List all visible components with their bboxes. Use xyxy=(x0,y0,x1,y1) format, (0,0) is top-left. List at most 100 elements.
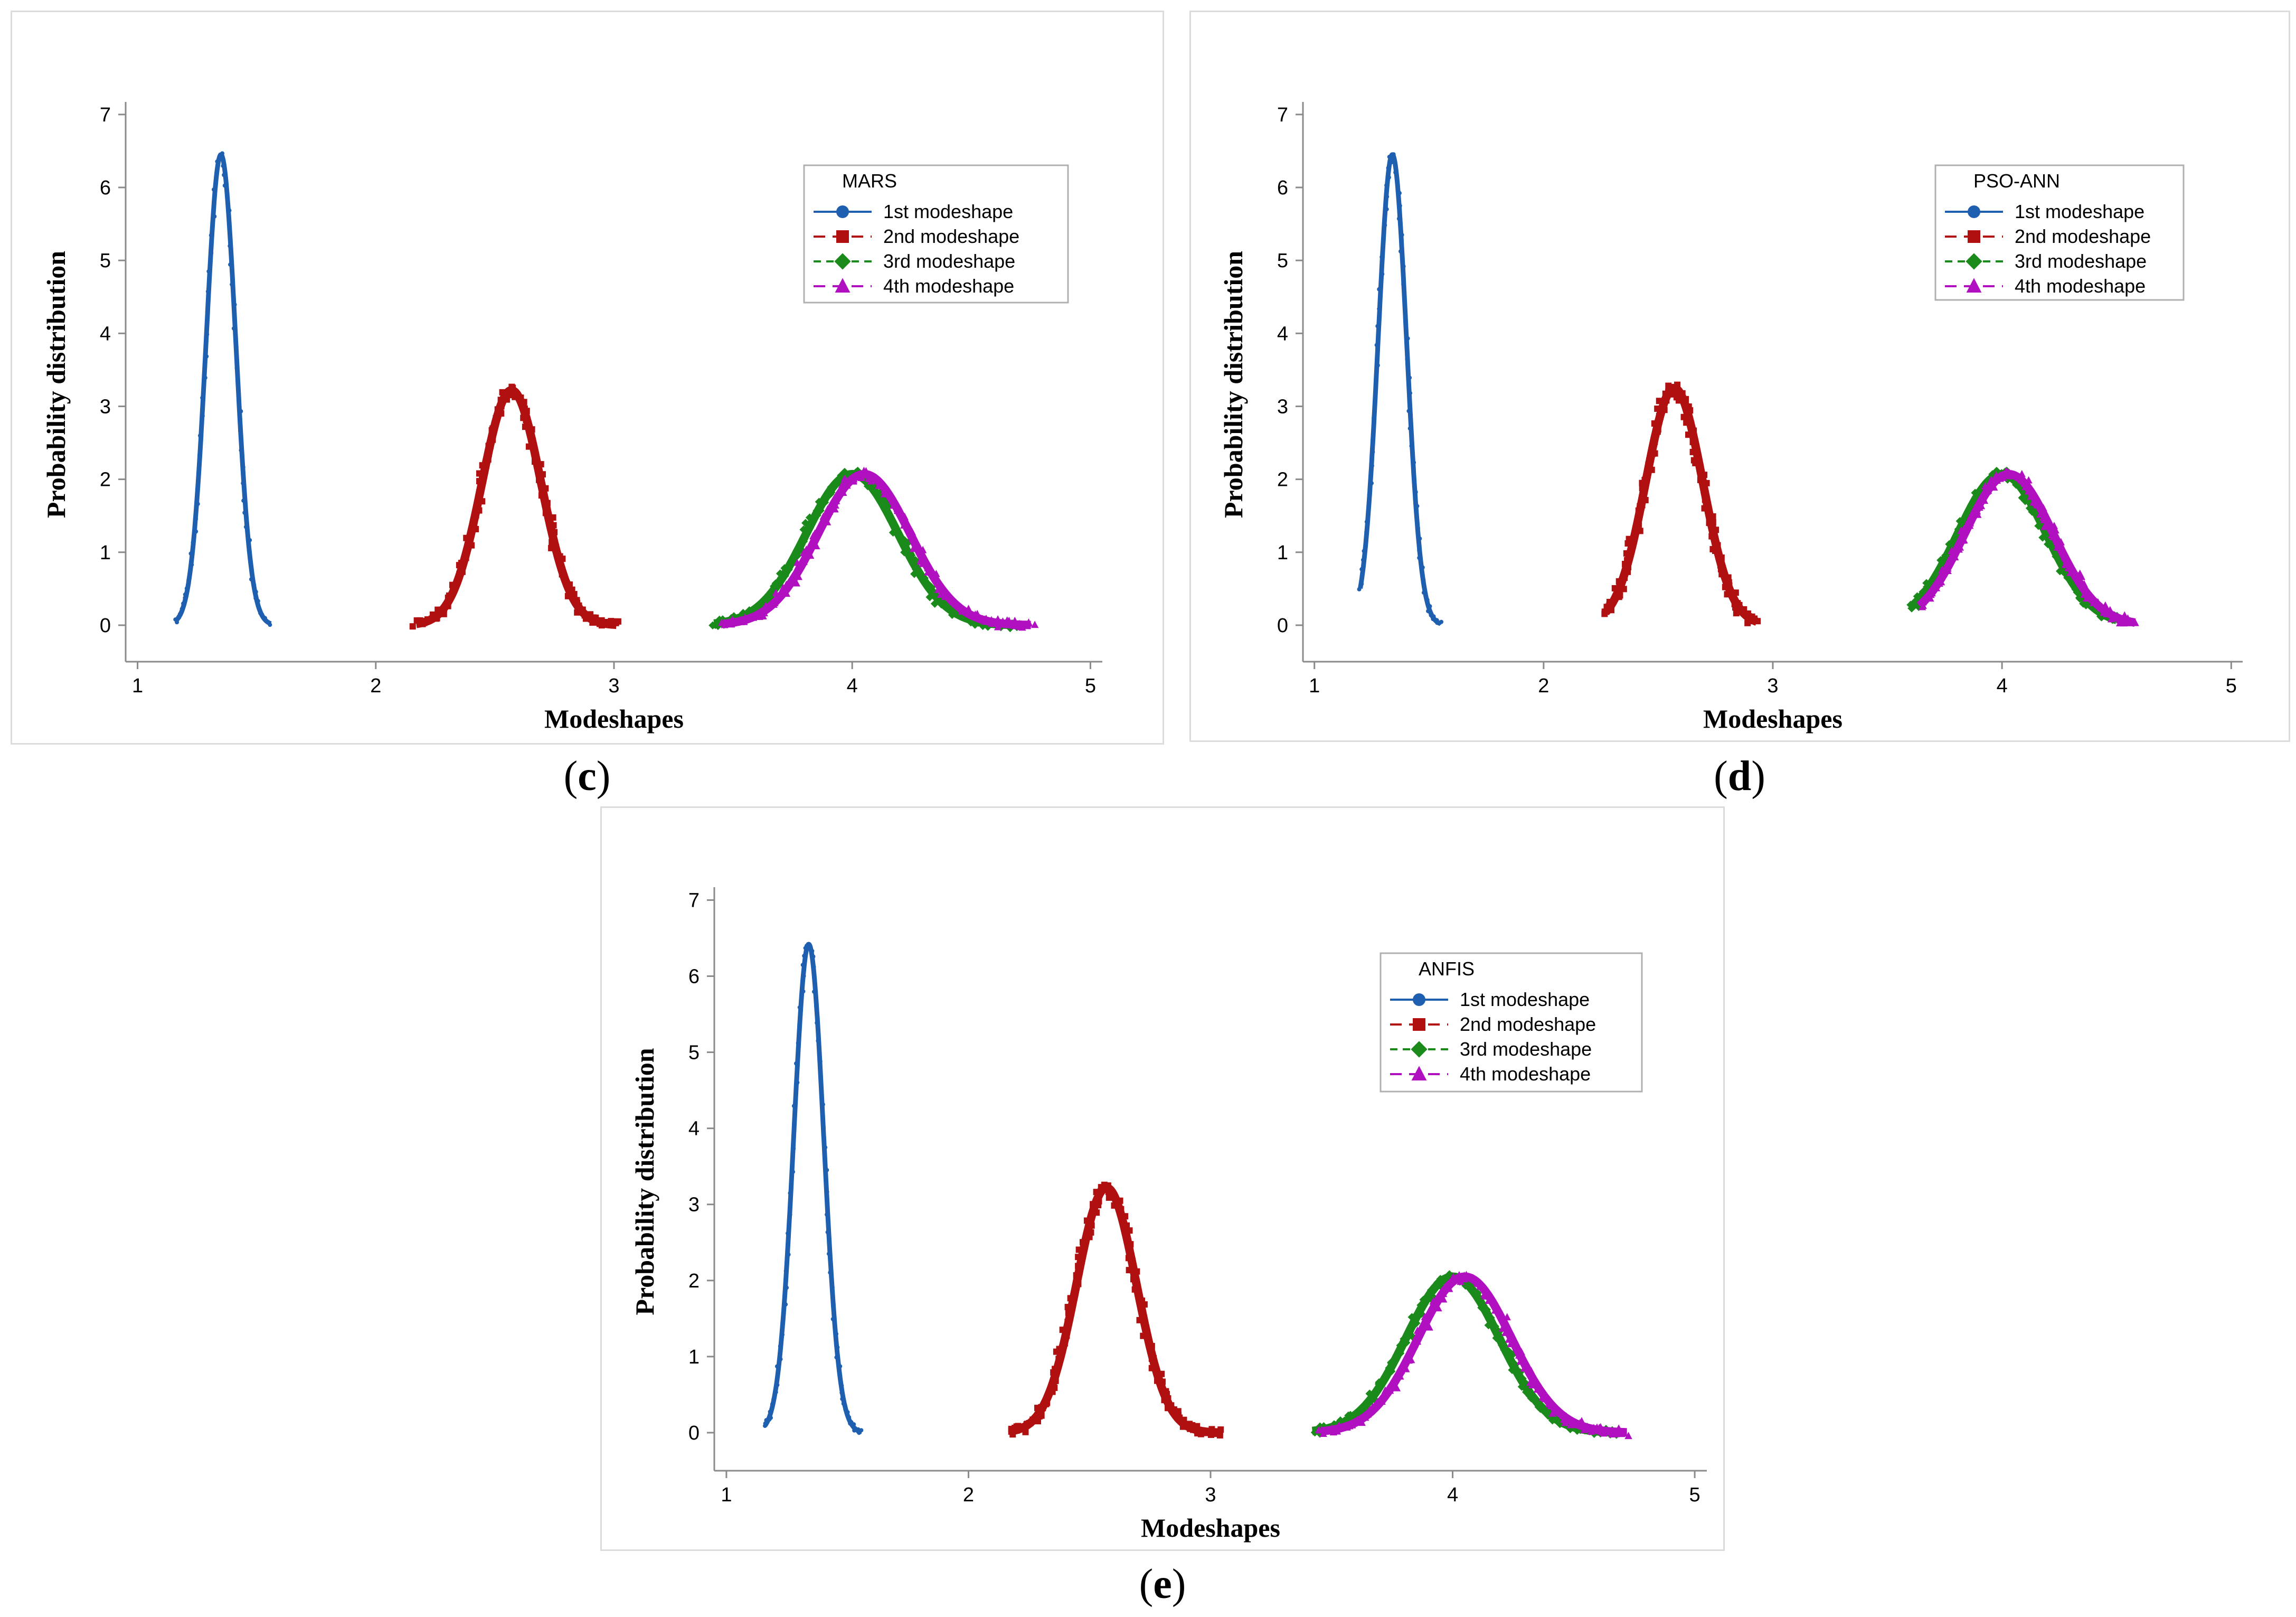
series-3-point xyxy=(874,491,883,500)
series-2-point xyxy=(1626,535,1632,542)
series-2-point xyxy=(528,436,535,443)
series-1-point xyxy=(196,471,201,476)
series-2-point xyxy=(1065,1309,1072,1316)
series-2-point xyxy=(1607,600,1613,607)
series-1-point xyxy=(839,1384,844,1388)
series-1-point xyxy=(1371,431,1376,436)
series-1-point xyxy=(1364,530,1369,534)
x-axis-title: Modeshapes xyxy=(1141,1513,1280,1543)
series-2-point xyxy=(512,393,518,400)
series-1-point xyxy=(1369,463,1374,468)
series-4-point xyxy=(2037,505,2045,513)
series-2-point xyxy=(1700,487,1707,494)
series-1-point xyxy=(195,502,200,506)
x-tick-label: 1 xyxy=(132,675,143,697)
y-tick-label: 2 xyxy=(100,469,111,491)
series-1-point xyxy=(812,975,817,980)
series-4-point xyxy=(1927,590,1935,598)
series-4-point xyxy=(1485,1296,1492,1304)
series-3-point xyxy=(937,600,946,609)
series-4-point xyxy=(1516,1357,1525,1365)
series-3-point xyxy=(1933,569,1942,578)
series-4-point xyxy=(800,557,808,565)
series-2-point xyxy=(1632,530,1639,537)
series-1-point xyxy=(1386,175,1391,180)
series-2-line xyxy=(1602,383,1761,626)
series-2-point xyxy=(1136,1317,1143,1323)
series-1-point xyxy=(797,1022,802,1027)
series-4-point xyxy=(919,559,927,567)
series-1-point xyxy=(236,388,241,392)
legend-entry-3: 3rd modeshape xyxy=(1460,1038,1592,1060)
series-1-line xyxy=(1358,152,1443,626)
series-2-point xyxy=(521,399,527,406)
legend-title: MARS xyxy=(842,170,897,192)
series-2-point xyxy=(523,408,530,415)
series-1-point xyxy=(830,1285,835,1290)
series-2-point xyxy=(1613,593,1620,599)
legend-marker-3 xyxy=(1411,1041,1428,1058)
series-3-point xyxy=(1319,1422,1328,1431)
series-4-point xyxy=(1937,578,1945,586)
series-4-point xyxy=(1358,1418,1366,1426)
series-4-point xyxy=(1530,1374,1538,1381)
series-2-point xyxy=(1615,578,1622,585)
series-1-point xyxy=(1392,157,1396,162)
series-3-point xyxy=(745,606,754,615)
series-4-point xyxy=(2080,581,2088,589)
series-1-point xyxy=(796,1041,800,1046)
series-4-point xyxy=(1353,1416,1361,1423)
series-2-point xyxy=(1724,591,1731,598)
series-1-point xyxy=(769,1407,774,1412)
series-1-point xyxy=(1407,375,1412,380)
series-4-point xyxy=(973,609,981,617)
series-2-point xyxy=(473,525,479,532)
series-1-point xyxy=(825,1189,829,1194)
series-4-point xyxy=(937,590,944,598)
series-4-point xyxy=(1499,1323,1507,1331)
series-1-point xyxy=(778,1344,782,1349)
series-2-point xyxy=(528,426,535,433)
series-4-point xyxy=(832,501,839,509)
series-2-point xyxy=(1038,1404,1045,1411)
legend-marker-4 xyxy=(1411,1066,1427,1080)
series-1-point xyxy=(1413,490,1418,494)
series-1-point xyxy=(775,1373,780,1378)
y-tick-label: 5 xyxy=(688,1042,700,1064)
series-4-point xyxy=(1539,1389,1547,1396)
legend-marker-4 xyxy=(835,278,851,293)
series-3-point xyxy=(1486,1313,1495,1322)
series-4-point xyxy=(2052,526,2059,534)
series-2-point xyxy=(1701,505,1708,512)
series-1-point xyxy=(834,1355,839,1360)
series-2-point xyxy=(450,587,457,594)
series-2-point xyxy=(1140,1332,1147,1339)
series-4-point xyxy=(1541,1395,1549,1403)
series-4-point xyxy=(831,505,839,513)
series-2-point xyxy=(1656,412,1662,419)
y-tick-label: 6 xyxy=(100,177,111,199)
series-4-point xyxy=(1993,476,2001,484)
series-4-point xyxy=(1981,482,1989,490)
series-4-point xyxy=(1391,1374,1399,1382)
series-1-point xyxy=(800,963,805,967)
series-1-point xyxy=(1380,255,1384,259)
caption-d: (d) xyxy=(1714,753,1765,800)
series-1-point xyxy=(835,1345,840,1350)
series-2-point xyxy=(409,623,416,630)
series-1-point xyxy=(1381,236,1386,240)
series-4-point xyxy=(862,467,870,475)
series-2-point xyxy=(477,487,484,494)
series-2-point xyxy=(1708,533,1715,540)
series-1-point xyxy=(801,974,806,979)
series-1-point xyxy=(220,154,225,158)
series-2-point xyxy=(559,571,565,578)
series-4-point xyxy=(2020,479,2029,487)
series-1-point xyxy=(1360,574,1365,579)
series-4-point xyxy=(1413,1337,1422,1345)
series-1-point xyxy=(1435,619,1440,624)
series-3-point xyxy=(1405,1328,1414,1336)
series-3-point xyxy=(793,551,802,560)
series-2-point xyxy=(1142,1324,1149,1331)
series-1-point xyxy=(1425,597,1430,602)
